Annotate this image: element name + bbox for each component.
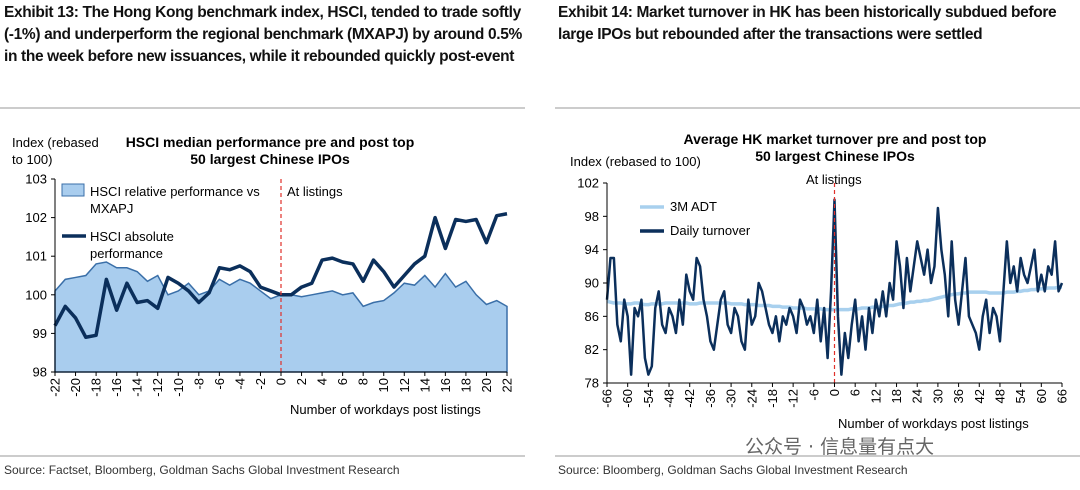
legend-label: Daily turnover	[670, 223, 751, 238]
x-tick-label: 14	[417, 378, 432, 392]
x-tick-label: 6	[335, 378, 350, 385]
y-tick-label: 101	[25, 249, 47, 264]
x-tick-label: 18	[458, 378, 473, 392]
x-tick-label: 20	[479, 378, 494, 392]
x-tick-label: -4	[232, 378, 247, 390]
watermark: 公众号 · 信息量有点大	[745, 436, 935, 458]
x-tick-label: -36	[703, 389, 718, 408]
x-tick-label: 12	[397, 378, 412, 392]
source: Source: Factset, Bloomberg, Goldman Sach…	[4, 463, 400, 477]
y-tick-label: 82	[585, 342, 599, 357]
x-tick-label: 4	[315, 378, 330, 385]
x-tick-label: 0	[827, 389, 842, 396]
x-tick-label: 12	[868, 389, 883, 403]
x-tick-label: -12	[786, 389, 801, 408]
source: Source: Bloomberg, Goldman Sachs Global …	[558, 463, 908, 477]
x-tick-label: -16	[109, 378, 124, 397]
x-tick-label: 2	[294, 378, 309, 385]
x-tick-label: 16	[438, 378, 453, 392]
y-tick-label: 78	[585, 376, 599, 391]
x-tick-label: -12	[150, 378, 165, 397]
x-tick-label: -22	[48, 378, 63, 397]
x-tick-label: 10	[376, 378, 391, 392]
chart-title: Average HK market turnover pre and post …	[683, 131, 987, 164]
x-tick-label: -66	[600, 389, 615, 408]
legend-swatch	[61, 183, 85, 197]
y-tick-label: 86	[585, 309, 599, 324]
x-tick-label: 18	[889, 389, 904, 403]
x-tick-label: -48	[662, 389, 677, 408]
legend-label: HSCI absolute performance	[90, 229, 174, 261]
annotation: At listings	[806, 172, 862, 187]
y-tick-label: 90	[585, 276, 599, 291]
y-tick-label: 94	[585, 242, 599, 257]
x-tick-label: 42	[972, 389, 987, 403]
x-tick-label: 60	[1034, 389, 1049, 403]
y-tick-label: 98	[33, 365, 47, 380]
annotation: At listings	[287, 184, 343, 199]
x-tick-label: -18	[89, 378, 104, 397]
x-tick-label: -6	[212, 378, 227, 390]
y-tick-label: 99	[33, 326, 47, 341]
y-tick-label: 102	[577, 176, 599, 191]
x-tick-label: -30	[724, 389, 739, 408]
y-tick-label: 100	[25, 287, 47, 302]
x-tick-label: -10	[171, 378, 186, 397]
x-tick-label: 24	[910, 389, 925, 403]
x-tick-label: 48	[992, 389, 1007, 403]
x-axis-label: Number of workdays post listings	[838, 416, 1029, 431]
x-tick-label: 30	[930, 389, 945, 403]
y-axis-label: Index (rebased to 100)	[570, 154, 701, 169]
x-tick-label: 0	[274, 378, 289, 385]
y-tick-label: 103	[25, 172, 47, 187]
x-tick-label: 8	[356, 378, 371, 385]
x-tick-label: 66	[1055, 389, 1070, 403]
y-tick-label: 102	[25, 210, 47, 225]
y-axis-label: Index (rebased to 100)	[12, 135, 99, 167]
x-tick-label: 6	[848, 389, 863, 396]
chart-title: HSCI median performance pre and post top…	[125, 134, 415, 167]
x-tick-label: -42	[682, 389, 697, 408]
x-tick-label: -8	[191, 378, 206, 390]
x-tick-label: -6	[806, 389, 821, 401]
x-axis-label: Number of workdays post listings	[290, 402, 481, 417]
x-tick-label: -24	[744, 389, 759, 408]
x-tick-label: 36	[951, 389, 966, 403]
x-tick-label: 22	[500, 378, 515, 392]
x-tick-label: -20	[68, 378, 83, 397]
x-tick-label: 54	[1013, 389, 1028, 403]
legend-label: 3M ADT	[670, 199, 717, 214]
x-tick-label: -14	[130, 378, 145, 397]
x-tick-label: -2	[253, 378, 268, 390]
x-tick-label: -18	[765, 389, 780, 408]
exhibit-heading: Exhibit 13: The Hong Kong benchmark inde…	[4, 4, 522, 65]
exhibit-heading: Exhibit 14: Market turnover in HK has be…	[558, 4, 1057, 43]
x-tick-label: -60	[620, 389, 635, 408]
x-tick-label: -54	[641, 389, 656, 408]
y-tick-label: 98	[585, 209, 599, 224]
series-area	[54, 261, 508, 373]
legend-label: HSCI relative performance vs MXAPJ	[90, 184, 260, 216]
